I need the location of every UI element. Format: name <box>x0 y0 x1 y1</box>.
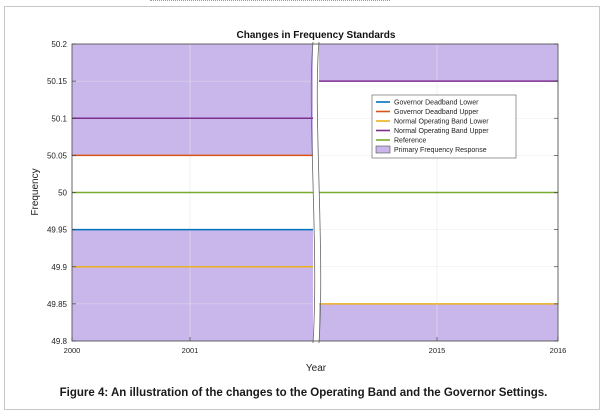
legend-entry-label: Normal Operating Band Lower <box>394 119 489 126</box>
y-tick-label: 49.9 <box>51 263 67 272</box>
x-axis-label: Year <box>306 363 327 374</box>
axis-break-right-edge <box>316 41 322 344</box>
x-tick-label: 2001 <box>182 346 199 355</box>
axis-break-left-edge <box>310 41 316 344</box>
y-axis-label: Frequency <box>30 168 41 215</box>
legend-entry-label: Governor Deadband Upper <box>394 109 479 116</box>
scan-artifact-line <box>150 0 390 5</box>
y-tick-label: 49.95 <box>47 226 68 235</box>
pfr-band-panel1-2 <box>72 44 314 156</box>
y-tick-label: 50.15 <box>47 77 68 86</box>
legend-entry-label: Governor Deadband Lower <box>394 100 479 107</box>
pfr-band-panel1-1 <box>72 229 314 341</box>
pfr-band-panel2-1 <box>318 303 558 341</box>
y-tick-label: 50 <box>58 189 67 198</box>
y-tick-label: 50.05 <box>47 151 68 160</box>
figure-caption: Figure 4: An illustration of the changes… <box>59 387 548 399</box>
legend-entry-label: Reference <box>394 138 426 145</box>
legend-swatch-fill <box>375 145 391 154</box>
y-tick-label: 49.8 <box>51 337 67 346</box>
chart-title: Changes in Frequency Standards <box>237 30 396 41</box>
y-tick-label: 49.85 <box>47 300 68 309</box>
pfr-band-panel2-2 <box>318 44 558 82</box>
legend-entry-label: Normal Operating Band Upper <box>394 128 489 135</box>
x-tick-label: 2015 <box>429 346 446 355</box>
x-tick-label: 2000 <box>64 346 81 355</box>
legend-entry-label: Primary Frequency Response <box>394 147 487 154</box>
y-tick-label: 50.1 <box>51 114 67 123</box>
axis-break-gap <box>313 43 319 342</box>
legend: Governor Deadband Lower Governor Deadband… <box>371 94 517 159</box>
legend-box <box>371 94 517 159</box>
y-tick-label: 50.2 <box>51 40 67 49</box>
x-tick-label: 2016 <box>550 346 567 355</box>
